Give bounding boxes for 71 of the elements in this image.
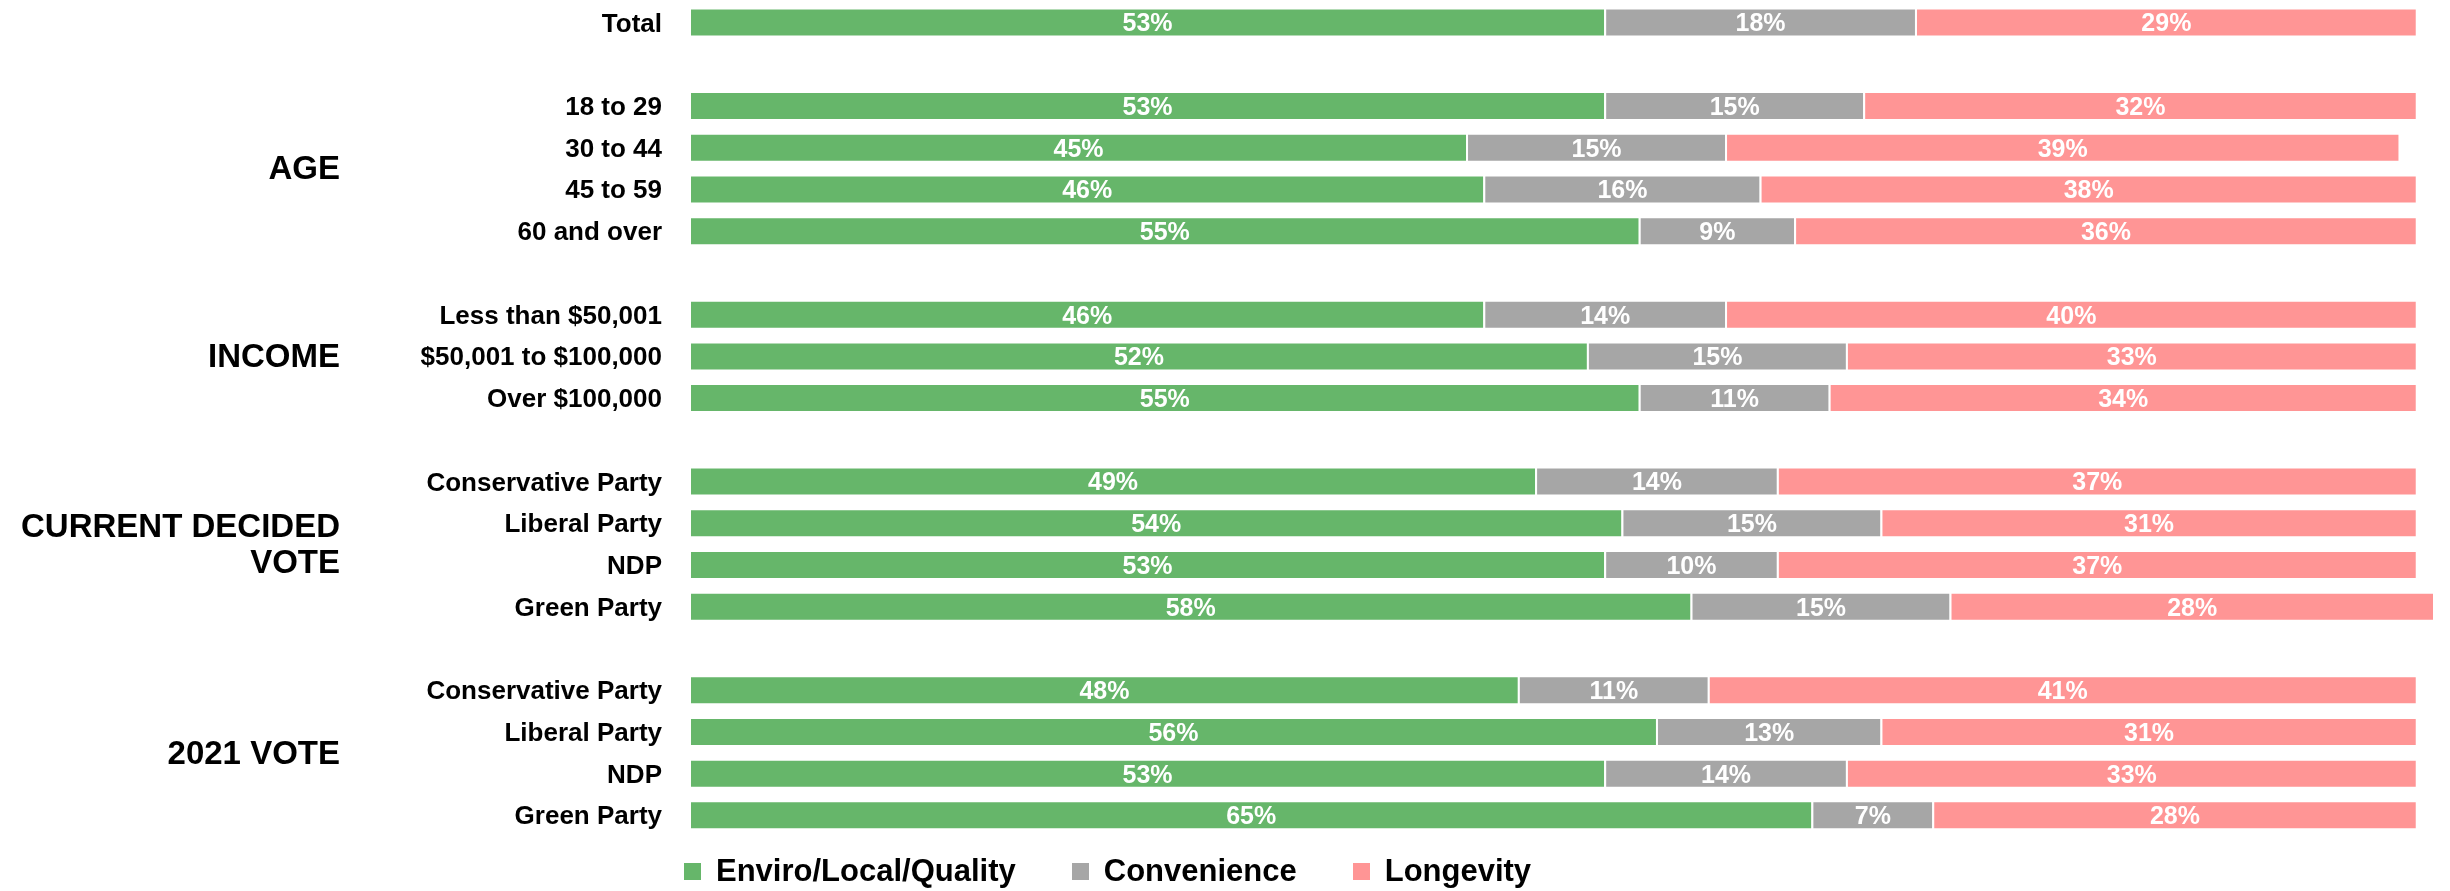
data-label: 56% [1148,717,1199,746]
legend-label: Longevity [1384,853,1532,889]
data-label: 53% [1122,91,1173,120]
data-label: 49% [1088,467,1139,496]
y-tick-label: Liberal Party [504,508,663,539]
data-label: 7% [1854,801,1891,830]
y-tick-label: $50,001 to $100,000 [420,341,662,372]
data-label: 55% [1139,217,1190,246]
y-tick-label: 30 to 44 [565,132,663,163]
y-tick-label: 18 to 29 [565,91,662,122]
data-label: 28% [2149,801,2201,830]
y-tick-label: Less than $50,001 [439,299,662,330]
data-label: 55% [1139,383,1190,412]
data-label: 33% [2106,342,2157,371]
data-label: 15% [1571,133,1622,162]
data-label: 9% [1699,217,1736,246]
data-label: 18% [1735,8,1786,37]
data-label: 15% [1709,91,1760,120]
data-label: 15% [1692,342,1743,371]
data-label: 52% [1113,342,1164,371]
text: CURRENT DECIDED VOTE [20,506,340,581]
y-tick-label: Conservative Party [426,675,663,706]
y-tick-label: Over $100,000 [487,383,662,414]
data-label: 39% [2037,133,2088,162]
data-label: 15% [1795,592,1847,621]
data-label: 31% [2124,717,2175,746]
text: AGE [267,149,340,187]
data-label: 13% [1744,717,1795,746]
data-label: 58% [1165,592,1216,621]
data-label: 46% [1062,300,1113,329]
data-label: 16% [1597,175,1648,204]
data-label: 28% [2167,592,2218,621]
data-label: 11% [1589,676,1639,705]
data-label: 65% [1226,801,1277,830]
data-label: 10% [1666,550,1717,579]
y-tick-label: NDP [607,758,662,789]
legend-label: Enviro/Local/Quality [716,853,1016,889]
data-label: 37% [2072,550,2123,579]
data-label: 11% [1710,383,1760,412]
legend-label: Convenience [1103,853,1297,889]
y-tick-label: NDP [607,550,662,581]
data-label: 53% [1122,550,1173,579]
data-label: 34% [2098,383,2149,412]
data-label: 53% [1122,8,1173,37]
data-label: 32% [2115,91,2166,120]
data-label: 15% [1726,509,1777,538]
data-label: 33% [2106,759,2157,788]
y-tick-label: Liberal Party [504,716,663,747]
text: 2021 VOTE [166,733,340,771]
data-label: 46% [1062,175,1113,204]
y-tick-label: Total [601,7,662,38]
data-label: 53% [1122,759,1173,788]
data-label: 14% [1701,759,1752,788]
data-label: 31% [2124,509,2175,538]
data-label: 48% [1079,676,1130,705]
y-tick-label: 45 to 59 [565,174,662,205]
data-label: 37% [2072,467,2123,496]
y-tick-label: 60 and over [517,216,662,247]
data-label: 45% [1053,133,1104,162]
data-label: 14% [1631,467,1682,496]
y-tick-label: Green Party [514,591,663,622]
text: INCOME [207,337,340,375]
data-label: 38% [2063,175,2114,204]
data-label: 40% [2046,300,2097,329]
data-label: 29% [2141,8,2192,37]
data-label: 41% [2037,676,2088,705]
data-label: 36% [2080,217,2131,246]
y-tick-label: Green Party [514,800,663,831]
data-label: 14% [1580,300,1631,329]
y-tick-label: Conservative Party [426,466,663,497]
data-label: 54% [1131,509,1182,538]
